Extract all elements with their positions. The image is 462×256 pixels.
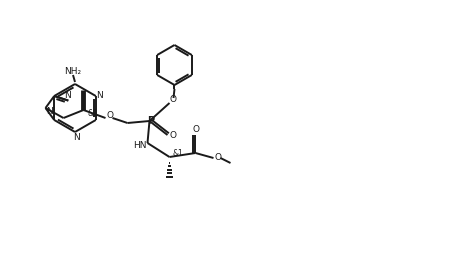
Text: O: O [215,153,222,162]
Text: N: N [97,91,103,100]
Text: N: N [64,91,71,100]
Text: O: O [193,125,200,134]
Text: P: P [147,116,154,126]
Text: NH₂: NH₂ [64,67,82,76]
Text: &1: &1 [172,148,183,157]
Text: O: O [170,132,177,141]
Text: HN: HN [133,142,146,151]
Text: &1: &1 [87,109,98,118]
Text: O: O [170,95,177,104]
Text: O: O [107,112,114,121]
Text: N: N [73,133,79,142]
Text: N: N [46,106,53,115]
